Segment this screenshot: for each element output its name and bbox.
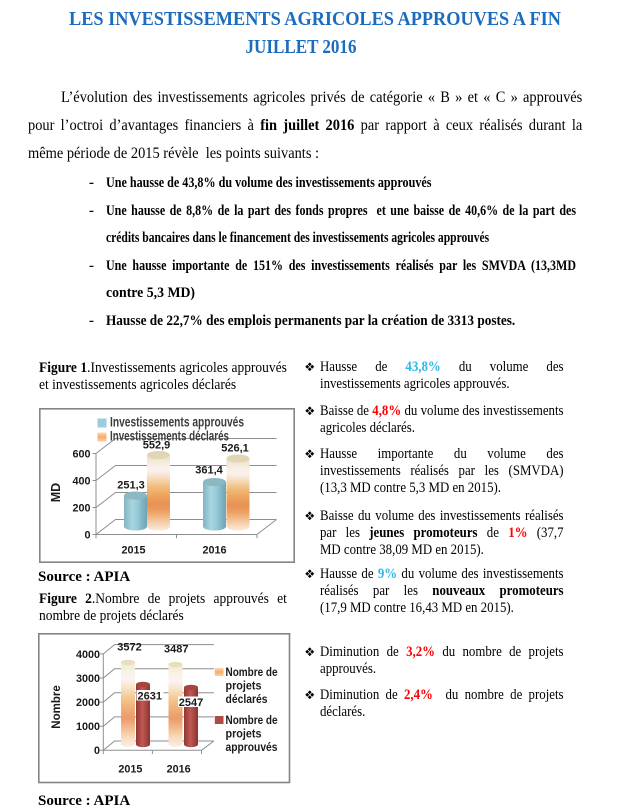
svg-text:2016: 2016 (202, 544, 226, 556)
svg-text:Nombre de: Nombre de (226, 667, 278, 679)
svg-text:2015: 2015 (121, 544, 145, 556)
svg-text:0: 0 (94, 745, 100, 757)
svg-text:2015: 2015 (118, 763, 142, 775)
svg-text:3000: 3000 (76, 673, 100, 685)
svg-text:projets: projets (226, 681, 262, 693)
svg-text:MD: MD (49, 483, 63, 502)
svg-text:Investissements déclarés: Investissements déclarés (110, 428, 229, 443)
svg-text:2631: 2631 (138, 691, 162, 703)
svg-text:2016: 2016 (167, 763, 191, 775)
svg-text:Investissements approuvés: Investissements approuvés (110, 414, 244, 429)
svg-text:552,9: 552,9 (143, 440, 171, 452)
svg-text:0: 0 (84, 529, 90, 541)
svg-text:Nombre de: Nombre de (226, 715, 278, 727)
svg-text:Nombre: Nombre (51, 685, 63, 728)
svg-text:2000: 2000 (76, 697, 100, 709)
svg-text:3487: 3487 (164, 644, 188, 656)
svg-text:200: 200 (72, 502, 90, 514)
svg-text:3572: 3572 (117, 642, 141, 654)
svg-text:361,4: 361,4 (195, 465, 223, 477)
svg-text:4000: 4000 (76, 649, 100, 661)
svg-text:1000: 1000 (76, 721, 100, 733)
svg-text:600: 600 (72, 448, 90, 460)
svg-text:2547: 2547 (179, 697, 203, 709)
svg-text:526,1: 526,1 (221, 443, 249, 455)
svg-text:251,3: 251,3 (117, 479, 145, 491)
svg-text:approuvés: approuvés (226, 742, 278, 754)
svg-text:400: 400 (72, 475, 90, 487)
svg-text:déclarés: déclarés (226, 694, 268, 706)
svg-text:projets: projets (226, 729, 262, 741)
